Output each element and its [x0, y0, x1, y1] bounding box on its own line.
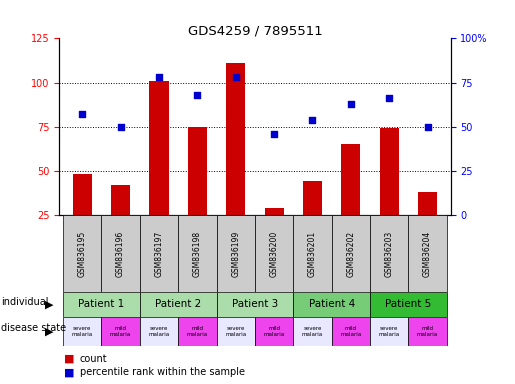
Text: GSM836197: GSM836197	[154, 230, 163, 276]
Text: ■: ■	[64, 354, 75, 364]
Bar	[255, 317, 294, 346]
Text: Patient 1: Patient 1	[78, 299, 125, 310]
Point	[193, 92, 201, 98]
Text: Patient 5: Patient 5	[385, 299, 432, 310]
Bar	[216, 317, 255, 346]
Point	[423, 124, 432, 130]
Bar	[178, 215, 216, 292]
Bar	[178, 317, 216, 346]
Bar	[63, 317, 101, 346]
Text: mild
malaria: mild malaria	[187, 326, 208, 337]
Title: GDS4259 / 7895511: GDS4259 / 7895511	[187, 24, 322, 37]
Bar	[408, 317, 447, 346]
Bar	[226, 63, 245, 259]
Bar	[294, 317, 332, 346]
Bar	[341, 144, 360, 259]
Text: Patient 4: Patient 4	[308, 299, 355, 310]
Text: mild
malaria: mild malaria	[340, 326, 362, 337]
Text: GSM836202: GSM836202	[347, 230, 355, 276]
Point	[232, 74, 240, 80]
Text: severe
malaria: severe malaria	[225, 326, 246, 337]
Point	[116, 124, 125, 130]
Text: GSM836199: GSM836199	[231, 230, 240, 276]
Text: GSM836204: GSM836204	[423, 230, 432, 276]
Bar	[408, 215, 447, 292]
Text: severe
malaria: severe malaria	[302, 326, 323, 337]
Text: mild
malaria: mild malaria	[110, 326, 131, 337]
Bar	[63, 292, 140, 317]
Bar	[332, 317, 370, 346]
Bar	[63, 215, 101, 292]
Text: disease state: disease state	[1, 323, 66, 333]
Text: GSM836200: GSM836200	[270, 230, 279, 276]
Text: ■: ■	[64, 367, 75, 377]
Bar	[188, 127, 207, 259]
Text: severe
malaria: severe malaria	[379, 326, 400, 337]
Bar	[216, 292, 294, 317]
Text: GSM836201: GSM836201	[308, 230, 317, 276]
Text: GSM836196: GSM836196	[116, 230, 125, 276]
Text: severe
malaria: severe malaria	[72, 326, 93, 337]
Text: GSM836203: GSM836203	[385, 230, 394, 276]
Text: percentile rank within the sample: percentile rank within the sample	[80, 367, 245, 377]
Bar	[294, 215, 332, 292]
Point	[347, 101, 355, 107]
Bar	[370, 215, 408, 292]
Bar	[216, 215, 255, 292]
Bar	[149, 81, 168, 259]
Text: ▶: ▶	[45, 326, 53, 336]
Bar	[111, 185, 130, 259]
Bar	[303, 182, 322, 259]
Text: Patient 2: Patient 2	[155, 299, 201, 310]
Text: count: count	[80, 354, 108, 364]
Bar	[73, 174, 92, 259]
Bar	[418, 192, 437, 259]
Text: severe
malaria: severe malaria	[148, 326, 169, 337]
Bar	[255, 215, 294, 292]
Point	[155, 74, 163, 80]
Bar	[370, 317, 408, 346]
Bar	[140, 317, 178, 346]
Bar	[294, 292, 370, 317]
Text: mild
malaria: mild malaria	[264, 326, 285, 337]
Text: GSM836198: GSM836198	[193, 230, 202, 276]
Bar	[101, 317, 140, 346]
Text: mild
malaria: mild malaria	[417, 326, 438, 337]
Point	[78, 111, 87, 118]
Bar	[101, 215, 140, 292]
Bar	[370, 292, 447, 317]
Bar	[140, 215, 178, 292]
Text: GSM836195: GSM836195	[78, 230, 87, 276]
Bar	[332, 215, 370, 292]
Bar	[380, 129, 399, 259]
Text: individual: individual	[1, 297, 48, 307]
Point	[385, 95, 393, 101]
Bar	[265, 208, 284, 259]
Point	[308, 117, 317, 123]
Bar	[140, 292, 216, 317]
Point	[270, 131, 278, 137]
Text: ▶: ▶	[45, 299, 53, 310]
Text: Patient 3: Patient 3	[232, 299, 278, 310]
